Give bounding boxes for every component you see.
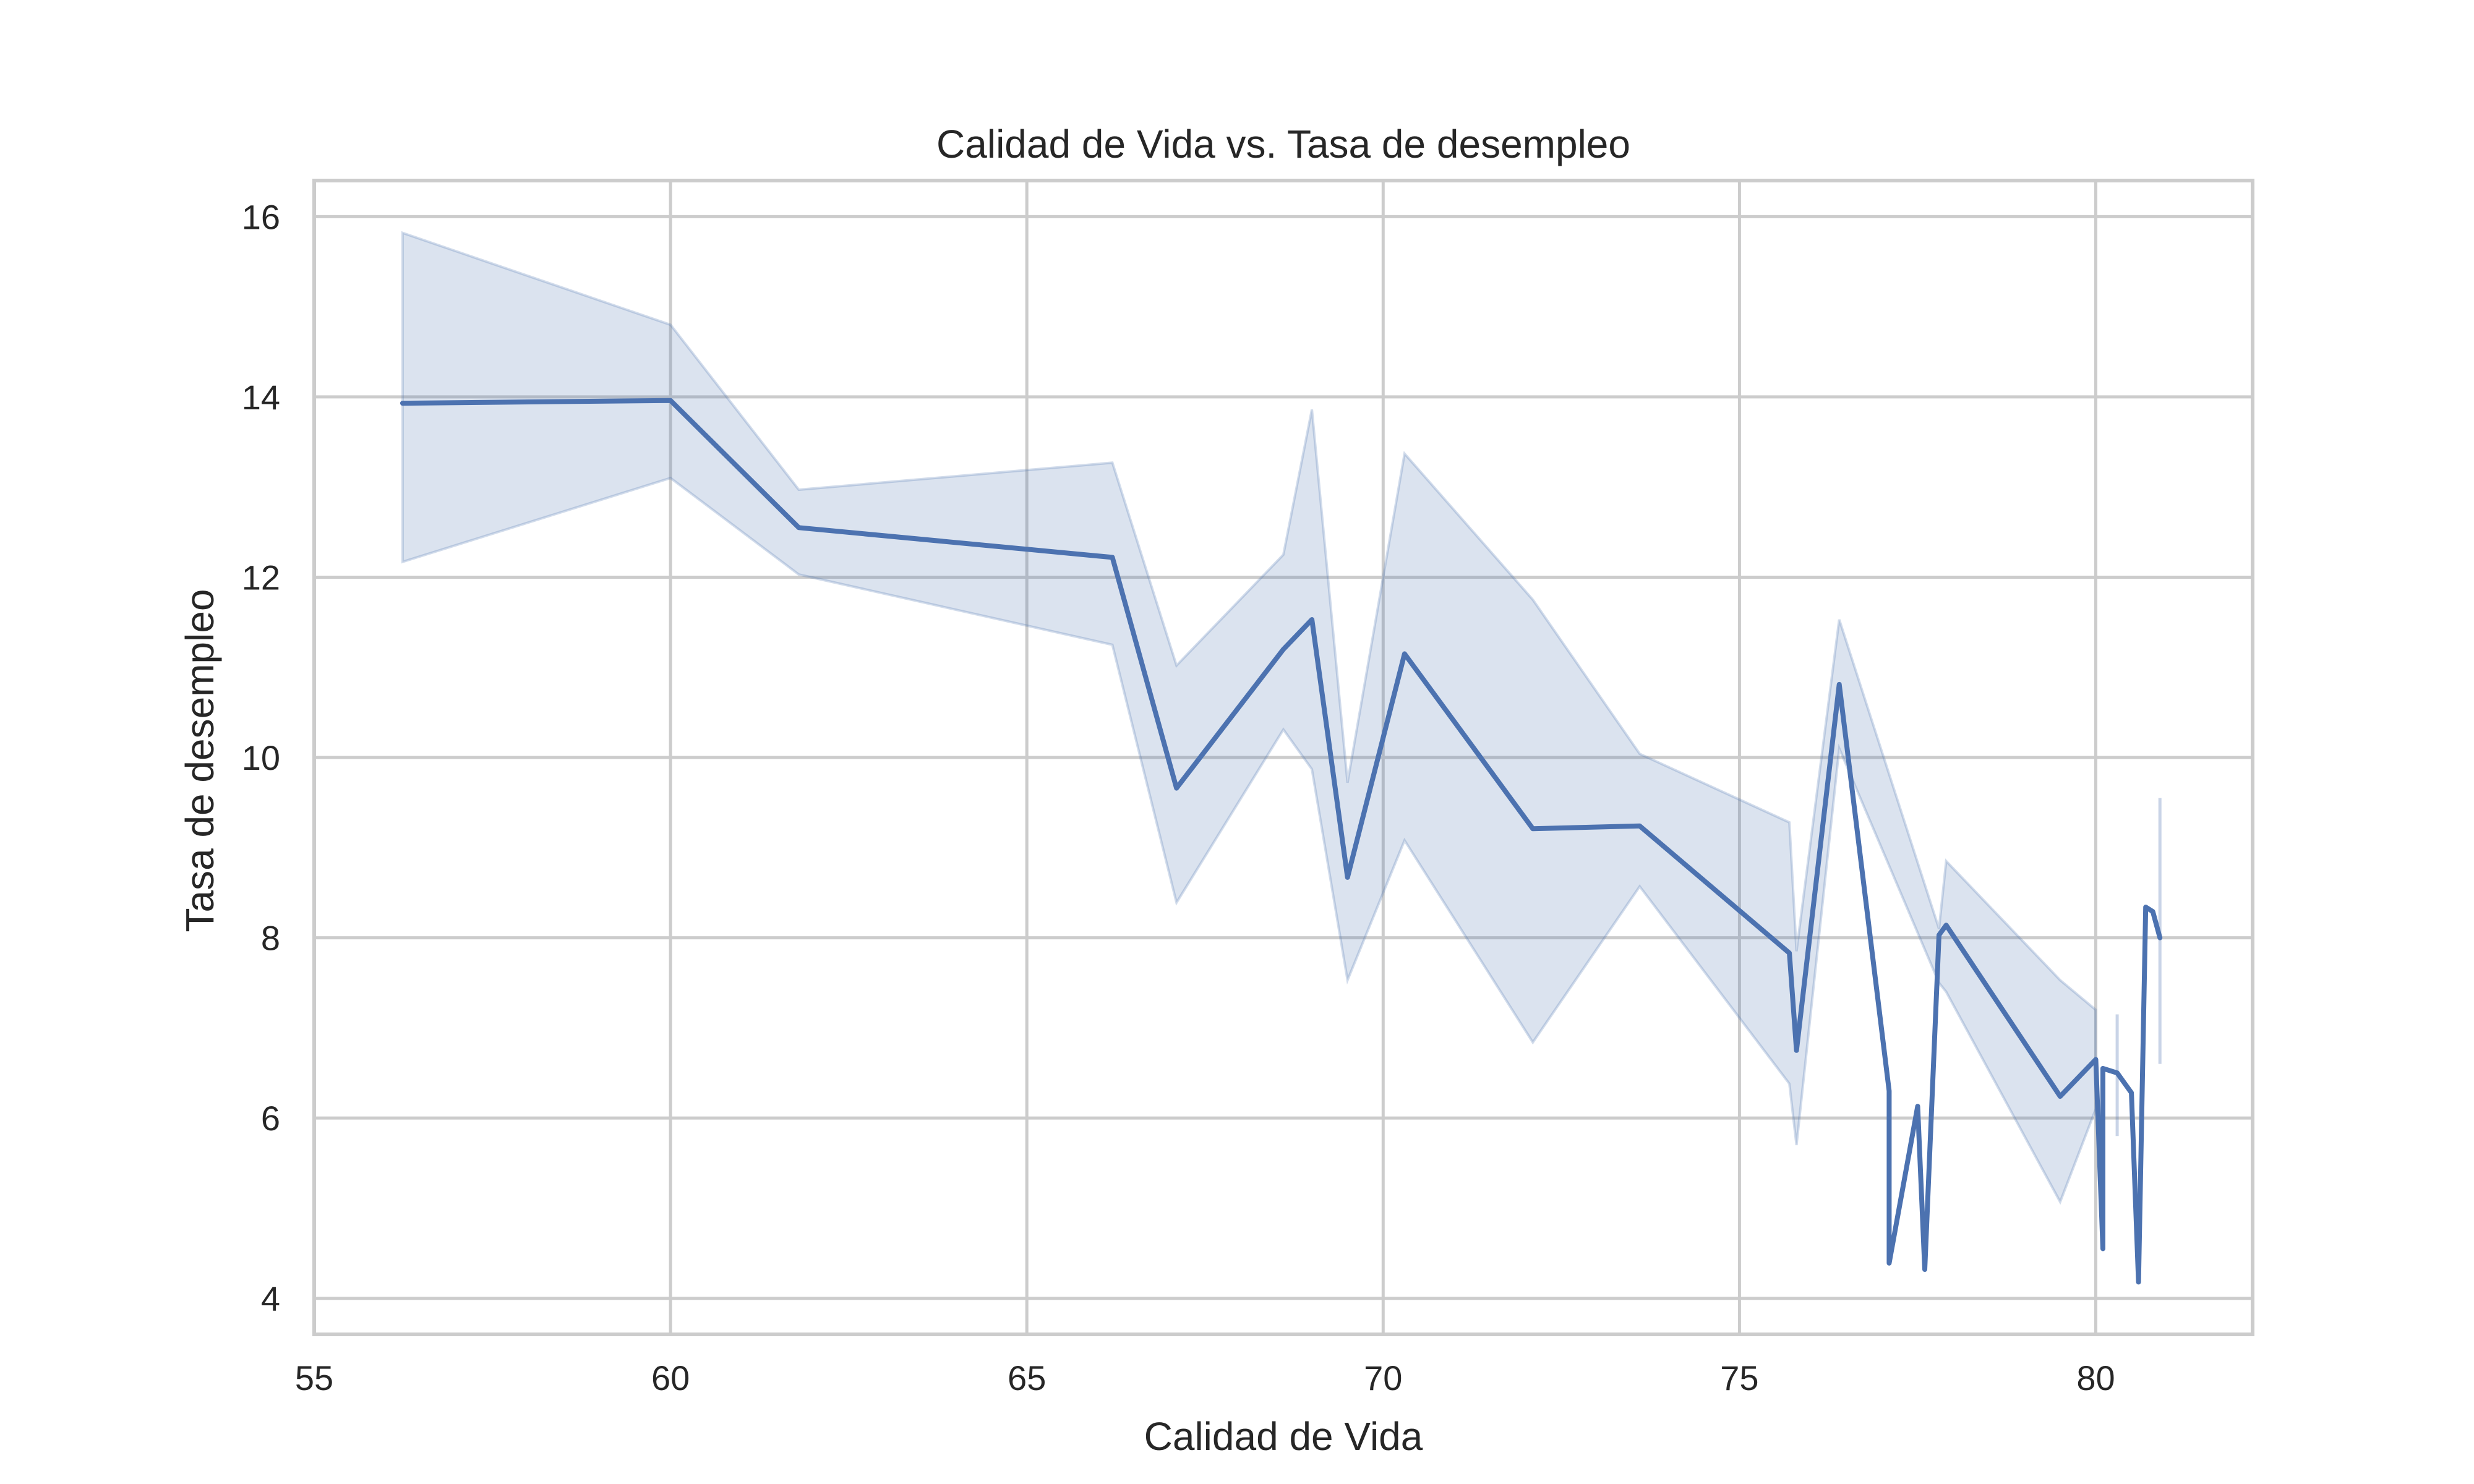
series-line-layer: [400, 398, 2163, 1285]
y-tick-label: 6: [261, 1099, 280, 1138]
tick-labels: 55 60 65 70 75 80 4 6 8 10 12 14 16: [242, 197, 2115, 1397]
y-tick-label: 16: [242, 197, 280, 236]
x-tick-label: 70: [1364, 1358, 1402, 1397]
x-tick-label: 80: [2076, 1358, 2115, 1397]
y-tick-label: 12: [242, 558, 280, 597]
x-tick-label: 60: [651, 1358, 690, 1397]
grid-lines: [312, 181, 2253, 1334]
chart-title: Calidad de Vida vs. Tasa de desempleo: [936, 122, 1630, 166]
series-line: [400, 398, 2163, 1285]
y-tick-label: 10: [242, 738, 280, 777]
x-tick-label: 65: [1008, 1358, 1046, 1397]
y-axis-label: Tasa de desempleo: [178, 589, 222, 932]
confidence-band-layer: [401, 231, 2162, 1205]
y-tick-label: 4: [261, 1279, 280, 1318]
x-axis-label: Calidad de Vida: [1144, 1414, 1423, 1459]
y-tick-label: 14: [242, 378, 280, 417]
plot-frame: [312, 179, 2254, 1336]
x-tick-label: 75: [1720, 1358, 1758, 1397]
y-tick-label: 8: [261, 919, 280, 958]
x-tick-label: 55: [295, 1358, 333, 1397]
